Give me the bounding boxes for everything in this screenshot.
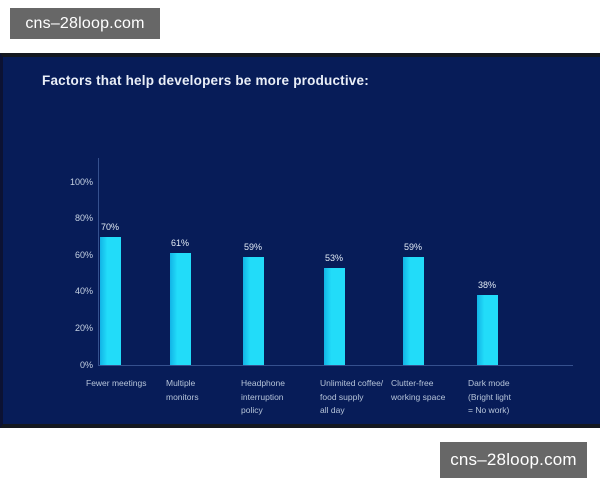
y-axis-line xyxy=(98,158,99,365)
bar-value-label: 70% xyxy=(100,221,119,232)
watermark-top: cns–28loop.com xyxy=(10,8,160,39)
bar xyxy=(476,295,498,365)
bar-value-label: 59% xyxy=(243,242,262,253)
bar-value-label: 38% xyxy=(477,280,496,291)
bar xyxy=(323,268,345,365)
bar-value-label: 53% xyxy=(324,253,343,263)
category-label: Headphone interruption policy xyxy=(241,378,285,415)
watermark-top-label: cns–28loop.com xyxy=(25,14,145,32)
bar-value-label: 59% xyxy=(403,242,422,253)
category-label: Fewer meetings xyxy=(86,378,147,388)
y-tick-label: 80% xyxy=(74,213,93,224)
chart-title: Factors that help developers be more pro… xyxy=(42,73,369,88)
category-label: Unlimited coffee/ food supply all day xyxy=(320,378,384,415)
y-tick-label: 100% xyxy=(69,176,93,187)
bar xyxy=(99,236,121,365)
category-label: Dark mode (Bright light = No work) xyxy=(468,378,511,415)
category-label: Clutter-free working space xyxy=(391,378,446,402)
watermark-bottom: cns–28loop.com xyxy=(440,442,587,478)
y-tick-label: 40% xyxy=(74,286,93,297)
watermark-bottom-label: cns–28loop.com xyxy=(450,450,577,469)
y-tick-label: 20% xyxy=(74,322,93,333)
category-label: Multiple monitors xyxy=(166,378,199,402)
y-tick-label: 60% xyxy=(74,249,93,260)
bar-value-label: 61% xyxy=(170,238,189,249)
bar xyxy=(402,257,424,365)
bar xyxy=(242,257,264,365)
x-axis-line xyxy=(98,365,573,366)
y-tick-label: 0% xyxy=(79,359,93,370)
bar xyxy=(169,253,191,365)
chart-panel: Factors that help developers be more pro… xyxy=(0,53,600,428)
